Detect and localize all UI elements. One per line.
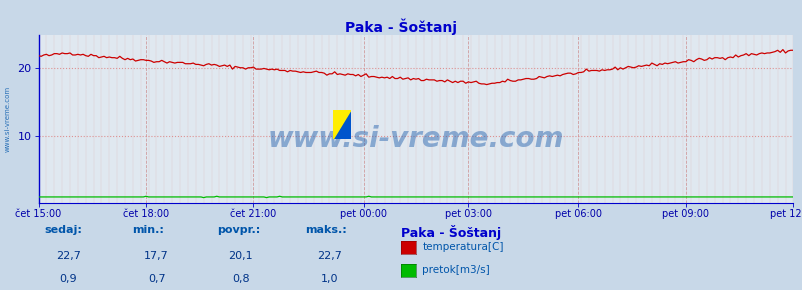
- Text: 0,8: 0,8: [232, 274, 249, 284]
- Text: maks.:: maks.:: [305, 225, 346, 235]
- Text: www.si-vreme.com: www.si-vreme.com: [267, 125, 564, 153]
- Text: temperatura[C]: temperatura[C]: [422, 242, 503, 252]
- Text: 0,7: 0,7: [148, 274, 165, 284]
- Text: 17,7: 17,7: [144, 251, 168, 261]
- Text: 22,7: 22,7: [317, 251, 341, 261]
- Text: 22,7: 22,7: [56, 251, 80, 261]
- Text: Paka - Šoštanj: Paka - Šoštanj: [401, 225, 501, 240]
- Text: Paka - Šoštanj: Paka - Šoštanj: [345, 19, 457, 35]
- Text: www.si-vreme.com: www.si-vreme.com: [5, 86, 11, 152]
- Text: min.:: min.:: [132, 225, 164, 235]
- Text: povpr.:: povpr.:: [217, 225, 260, 235]
- Text: 20,1: 20,1: [229, 251, 253, 261]
- Polygon shape: [333, 110, 350, 139]
- Polygon shape: [333, 110, 350, 139]
- Text: pretok[m3/s]: pretok[m3/s]: [422, 265, 489, 276]
- Text: 0,9: 0,9: [59, 274, 77, 284]
- Text: sedaj:: sedaj:: [44, 225, 82, 235]
- Text: 1,0: 1,0: [320, 274, 338, 284]
